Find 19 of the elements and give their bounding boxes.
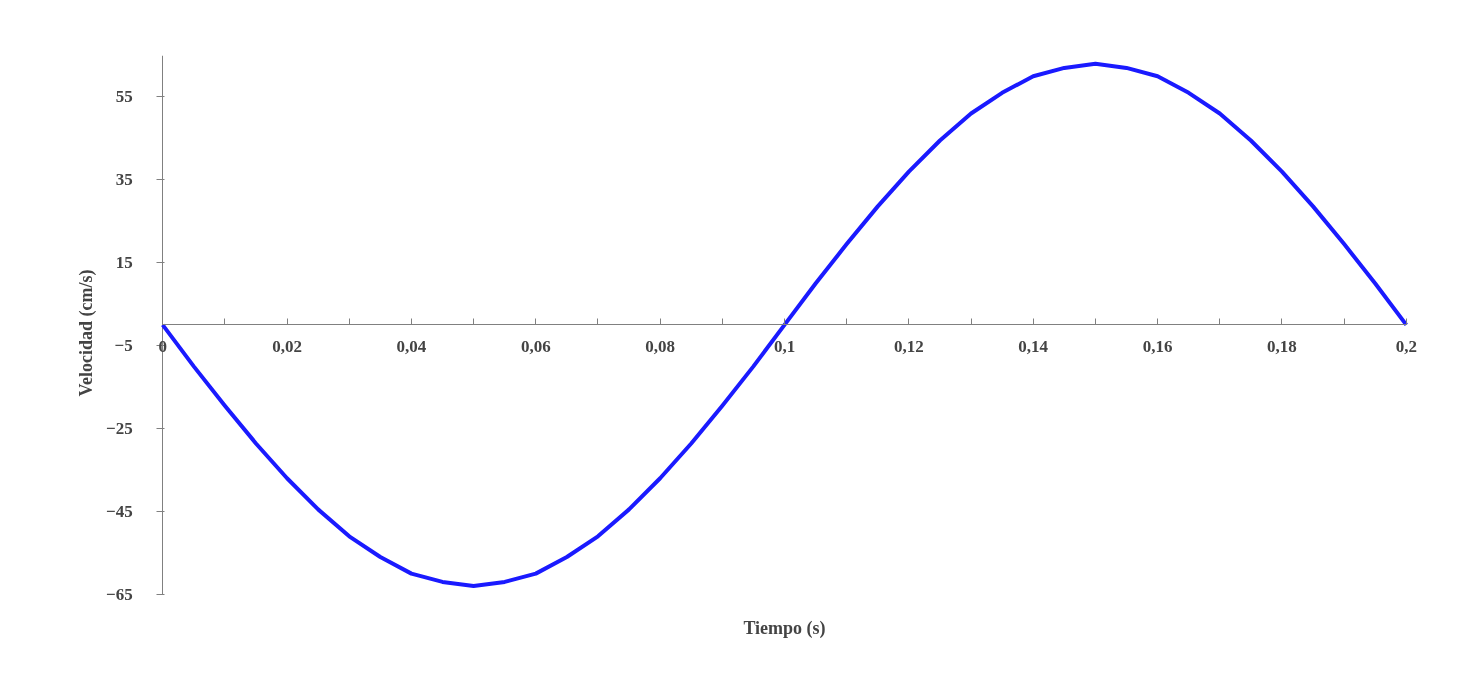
x-tick-label: 0,08	[645, 336, 676, 356]
y-tick-label: 35	[115, 170, 133, 190]
x-tick-label: 0,14	[1018, 336, 1049, 356]
y-tick-label: −5	[114, 336, 133, 356]
x-tick-label: 0,18	[1267, 336, 1297, 356]
y-tick-label: 55	[115, 87, 133, 107]
x-tick-label: 0,2	[1395, 336, 1417, 356]
y-tick-label: −25	[105, 419, 133, 439]
x-tick-label: 0,06	[520, 336, 551, 356]
y-axis-title: Velocidad (cm/s)	[75, 269, 97, 397]
x-tick-label: 0,16	[1142, 336, 1173, 356]
x-tick-label: 0,1	[773, 336, 796, 356]
y-tick-label: −45	[105, 501, 133, 521]
x-tick-label: 0,04	[396, 336, 427, 356]
x-axis-title: Tiempo (s)	[743, 617, 826, 639]
y-tick-label: 15	[115, 253, 133, 273]
y-tick-label: −65	[105, 584, 133, 604]
x-tick-label: 0,12	[893, 336, 924, 356]
x-tick-label: 0,02	[272, 336, 302, 356]
